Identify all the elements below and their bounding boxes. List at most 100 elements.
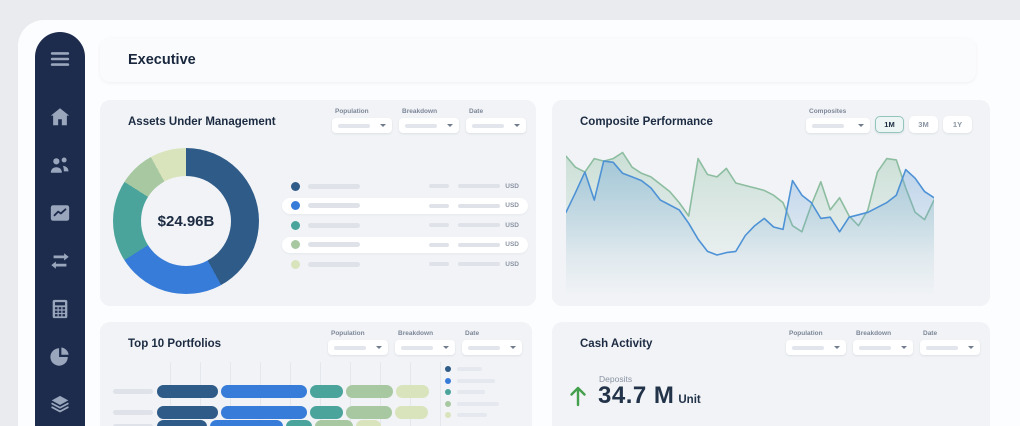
sidebar-nav — [35, 32, 85, 426]
legend-dot — [445, 400, 451, 407]
currency-label: USD — [505, 182, 519, 190]
allocation-icon[interactable] — [49, 346, 71, 368]
transfers-icon[interactable] — [49, 250, 71, 272]
legend-amount-placeholder — [458, 242, 501, 247]
bar-segment[interactable] — [310, 405, 343, 419]
legend-row: USD — [282, 217, 528, 233]
select-placeholder — [859, 345, 891, 350]
bar-segment[interactable] — [395, 405, 428, 419]
legend-item — [445, 366, 499, 372]
legend-row: USD — [282, 178, 528, 194]
composites-select[interactable] — [806, 118, 870, 133]
card-top10-portfolios: Top 10 Portfolios Population Breakdown Dat… — [100, 322, 532, 426]
filter-breakdown: Breakdown — [395, 330, 455, 355]
page-title: Executive — [128, 52, 196, 68]
calculator-icon[interactable] — [49, 298, 71, 320]
legend-dot — [445, 366, 451, 372]
chevron-down-icon — [380, 124, 386, 127]
bar-segment[interactable] — [356, 419, 381, 426]
bar-segment[interactable] — [286, 419, 312, 426]
bar-segment[interactable] — [157, 384, 218, 398]
bar-segment[interactable] — [221, 405, 307, 419]
legend-value-placeholder — [429, 223, 450, 227]
legend-name-placeholder — [308, 203, 360, 208]
range-buttons: 1M 3M 1Y — [875, 116, 972, 133]
date-select[interactable] — [920, 340, 980, 355]
layers-icon[interactable] — [49, 394, 71, 416]
population-select[interactable] — [328, 340, 388, 355]
home-icon[interactable] — [49, 106, 71, 128]
aum-card-title: Assets Under Management — [128, 116, 276, 128]
legend-item — [445, 412, 499, 418]
date-select[interactable] — [462, 340, 522, 355]
legend-amount-placeholder — [458, 203, 501, 208]
filter-label: Population — [789, 330, 823, 337]
filter-composites: Composites — [806, 108, 870, 133]
deposits-label: Deposits — [599, 374, 633, 384]
row-label-placeholder — [113, 388, 153, 394]
currency-label: USD — [505, 241, 519, 248]
range-button-3m[interactable]: 3M — [909, 116, 938, 133]
legend-label-placeholder — [457, 413, 487, 417]
filter-label: Composites — [809, 108, 847, 115]
filter-date: Date — [920, 330, 980, 355]
menu-icon[interactable] — [49, 48, 71, 70]
filter-breakdown: Breakdown — [399, 108, 459, 133]
composite-blue-area — [566, 161, 934, 296]
legend-dot — [291, 259, 300, 269]
bar-segment[interactable] — [157, 405, 218, 419]
chevron-down-icon — [510, 346, 516, 349]
portfolio-bar-row — [113, 419, 384, 426]
breakdown-select[interactable] — [853, 340, 913, 355]
select-placeholder — [468, 345, 500, 350]
filter-label: Breakdown — [398, 330, 434, 337]
population-select[interactable] — [786, 340, 846, 355]
date-select[interactable] — [466, 118, 526, 133]
bar-segment[interactable] — [210, 419, 283, 426]
deposits-unit: Unit — [678, 394, 701, 406]
trend-up-arrow-icon — [567, 384, 589, 413]
filter-label: Population — [335, 108, 369, 115]
deposits-figure: 34.7 M Unit — [598, 382, 701, 410]
performance-icon[interactable] — [49, 202, 71, 224]
legend-item — [445, 389, 499, 395]
legend-amount-placeholder — [458, 184, 501, 188]
population-select[interactable] — [332, 118, 392, 133]
bar-segment[interactable] — [346, 384, 393, 398]
filter-label: Date — [469, 108, 484, 115]
chevron-down-icon — [834, 346, 840, 349]
filter-date: Date — [466, 108, 526, 133]
card-assets-under-management: Assets Under Management Population Breakd… — [100, 100, 536, 306]
currency-label: USD — [505, 221, 519, 229]
legend-label-placeholder — [457, 401, 499, 406]
legend-value-placeholder — [429, 203, 450, 208]
currency-label: USD — [505, 260, 519, 268]
breakdown-select[interactable] — [395, 340, 455, 355]
breakdown-select[interactable] — [399, 118, 459, 133]
bar-segment[interactable] — [310, 384, 343, 398]
chevron-down-icon — [901, 346, 907, 349]
bar-segment[interactable] — [157, 419, 207, 426]
legend-dot — [291, 240, 300, 249]
composite-green-line — [566, 151, 934, 233]
legend-dot — [291, 181, 300, 191]
composite-controls: Composites 1M 3M 1Y — [806, 108, 972, 133]
users-icon[interactable] — [49, 154, 71, 176]
bar-segment[interactable] — [396, 384, 429, 398]
bar-segment[interactable] — [346, 405, 392, 419]
select-placeholder — [926, 345, 958, 350]
chevron-down-icon — [858, 124, 864, 127]
range-button-1m[interactable]: 1M — [875, 116, 904, 133]
card-composite-performance: Composite Performance Composites 1M 3M 1Y — [552, 100, 990, 306]
legend-dot — [291, 220, 300, 230]
legend-amount-placeholder — [458, 223, 501, 227]
filter-breakdown: Breakdown — [853, 330, 913, 355]
legend-dot — [445, 389, 451, 395]
range-button-1y[interactable]: 1Y — [943, 116, 972, 133]
bar-segment[interactable] — [221, 384, 307, 398]
bar-segment[interactable] — [315, 419, 353, 426]
gridline — [440, 362, 441, 426]
legend-dot — [291, 201, 300, 210]
aum-total-value: $24.96B — [157, 212, 215, 230]
